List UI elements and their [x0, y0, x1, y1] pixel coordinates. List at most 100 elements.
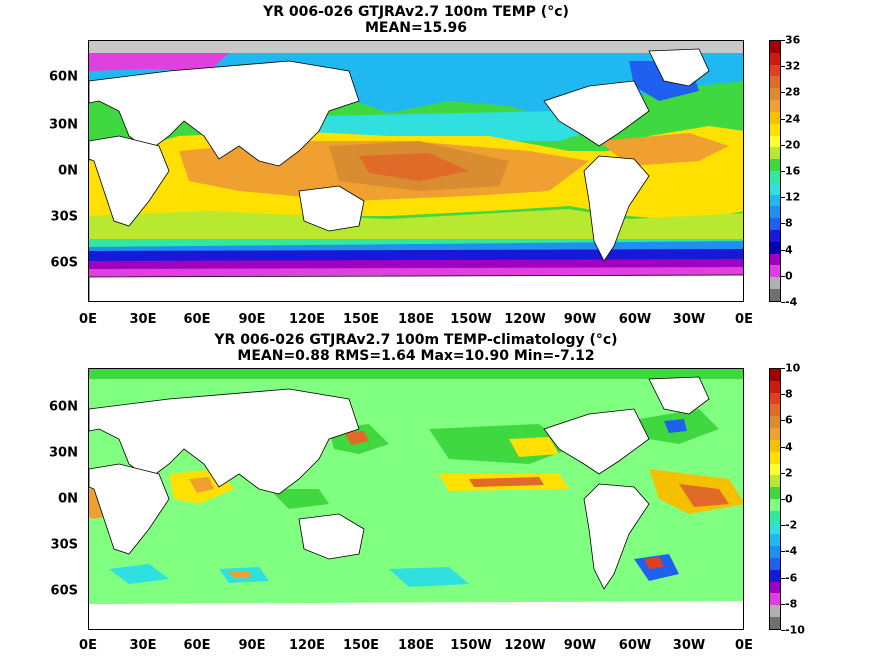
colorbar-tick	[781, 92, 785, 94]
panel-2-lon-label-0e-end: 0E	[735, 638, 753, 653]
panel-2-lon-label-180e: 180E	[397, 638, 435, 653]
panel-1-title-line2: MEAN=15.96	[364, 20, 468, 36]
colorbar-swatch	[770, 135, 780, 148]
panel-2-lon-label-90e: 90E	[238, 638, 266, 653]
panel-1-title-line1: YR 006-026 GTJRAv2.7 100m TEMP (°c)	[263, 4, 569, 20]
colorbar-tick	[781, 499, 785, 500]
colorbar-tick	[781, 368, 785, 369]
panel-1-lat-label-30n: 30N	[49, 117, 78, 133]
panel-2-map	[88, 368, 744, 630]
colorbar-tick	[781, 420, 785, 422]
colorbar-swatch	[770, 170, 780, 183]
panel-1-lon-label-60w: 60W	[618, 312, 652, 327]
colorbar-swatch	[770, 111, 780, 124]
colorbar-swatch	[770, 451, 780, 464]
colorbar-label: -4	[785, 544, 798, 558]
colorbar-tick	[781, 603, 785, 605]
panel-1-lon-label-120w: 120W	[504, 312, 546, 327]
colorbar-swatch	[770, 41, 780, 53]
panel-1-lat-label-0n: 0N	[58, 163, 78, 179]
colorbar-swatch	[770, 498, 780, 511]
colorbar-tick	[781, 118, 785, 120]
panel-1-lon-label-150w: 150W	[450, 312, 492, 327]
colorbar-swatch	[770, 522, 780, 535]
colorbar-label: 28	[785, 85, 801, 99]
panel-2-lon-label-150w: 150W	[450, 638, 492, 653]
colorbar-swatch	[770, 581, 780, 594]
colorbar-swatch	[770, 206, 780, 219]
colorbar-label: 16	[785, 164, 801, 178]
colorbar-swatch	[770, 416, 780, 429]
colorbar-swatch	[770, 123, 780, 136]
colorbar-swatch	[770, 546, 780, 558]
colorbar-tick	[781, 249, 785, 251]
colorbar-label: 10	[785, 361, 801, 375]
panel-1-lon-label-60e: 60E	[183, 312, 211, 327]
panel-1-lon-label-150e: 150E	[342, 312, 380, 327]
panel-1-lon-label-180e: 180E	[397, 312, 435, 327]
colorbar-swatch	[770, 265, 780, 278]
panel-2-lat-label-30n: 30N	[49, 445, 78, 461]
panel-2-lat-label-60n: 60N	[49, 399, 78, 415]
colorbar-tick	[781, 446, 785, 448]
colorbar-label: 0	[785, 492, 793, 506]
colorbar-tick	[781, 630, 785, 631]
panel-1-lon-label-30w: 30W	[672, 312, 706, 327]
colorbar-label: 36	[785, 33, 801, 47]
panel-1-lon-label-0e: 0E	[79, 312, 97, 327]
colorbar-swatch	[770, 194, 780, 207]
colorbar-swatch	[770, 569, 780, 582]
panel-2-lon-label-30e: 30E	[129, 638, 157, 653]
colorbar-label: -10	[785, 623, 805, 637]
colorbar-swatch	[770, 392, 780, 405]
colorbar-label: 12	[785, 190, 801, 204]
colorbar-swatch	[770, 76, 780, 89]
panel-2-lon-label-120e: 120E	[288, 638, 326, 653]
panel-2-lon-label-150e: 150E	[342, 638, 380, 653]
colorbar-swatch	[770, 558, 780, 570]
panel-1-title: YR 006-026 GTJRAv2.7 100m TEMP (°c) MEAN…	[88, 4, 744, 36]
colorbar-tick	[781, 171, 785, 172]
colorbar-swatch	[770, 52, 780, 65]
panel-1-lat-label-30s: 30S	[50, 209, 78, 225]
colorbar-swatch	[770, 617, 780, 629]
colorbar-label: 4	[785, 440, 793, 454]
colorbar-swatch	[770, 593, 780, 606]
panel-2-lon-label-30w: 30W	[672, 638, 706, 653]
colorbar-tick	[781, 144, 785, 146]
panel-2-title-line1: YR 006-026 GTJRAv2.7 100m TEMP-climatolo…	[214, 332, 618, 348]
colorbar-swatch	[770, 289, 780, 301]
colorbar-swatch	[770, 369, 780, 381]
colorbar-tick	[781, 551, 785, 553]
panel-2-lon-label-120w: 120W	[504, 638, 546, 653]
panel-2-lat-label-0n: 0N	[58, 491, 78, 507]
colorbar-label: -2	[785, 518, 798, 532]
colorbar-swatch	[770, 159, 780, 171]
colorbar-swatch	[770, 463, 780, 476]
panel-1-map	[88, 40, 744, 302]
colorbar-tick	[781, 66, 785, 68]
panel-2-lat-label-60s: 60S	[50, 583, 78, 599]
colorbar-label: -4	[785, 295, 798, 309]
panel-1-lon-label-90e: 90E	[238, 312, 266, 327]
colorbar-label: 4	[785, 243, 793, 257]
colorbar-swatch	[770, 230, 780, 242]
colorbar-swatch	[770, 147, 780, 160]
colorbar-tick	[781, 472, 785, 474]
panel-2-title-line2: MEAN=0.88 RMS=1.64 Max=10.90 Min=-7.12	[237, 348, 595, 364]
colorbar-swatch	[770, 475, 780, 488]
colorbar-tick	[781, 40, 785, 41]
colorbar-label: 20	[785, 138, 801, 152]
colorbar-swatch	[770, 534, 780, 547]
colorbar-tick	[781, 394, 785, 396]
colorbar-swatch	[770, 100, 780, 112]
colorbar-tick	[781, 577, 785, 579]
colorbar-swatch	[770, 88, 780, 101]
panel-2-title: YR 006-026 GTJRAv2.7 100m TEMP-climatolo…	[88, 332, 744, 364]
colorbar-swatch	[770, 64, 780, 77]
colorbar-swatch	[770, 428, 780, 440]
colorbar-swatch	[770, 404, 780, 417]
colorbar-swatch	[770, 510, 780, 523]
colorbar-label: 24	[785, 112, 801, 126]
colorbar-tick	[781, 223, 785, 225]
